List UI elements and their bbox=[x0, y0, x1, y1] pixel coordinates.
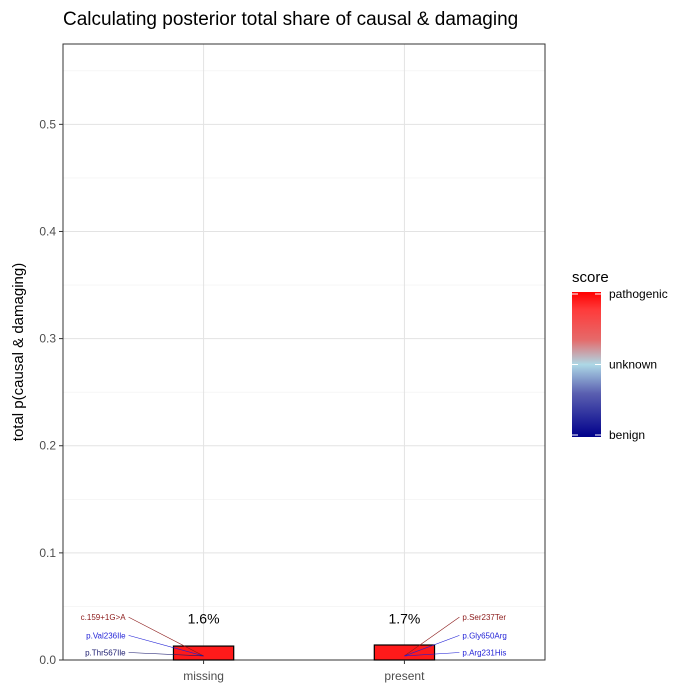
bars bbox=[172, 644, 436, 661]
grid bbox=[63, 44, 545, 661]
y-tick-label: 0.4 bbox=[39, 224, 56, 238]
variant-label: p.Ser237Ter bbox=[462, 613, 506, 622]
variant-leader-line bbox=[128, 616, 204, 657]
variant-annotations: c.159+1G>A p.Val236Ile p.Thr567Ile p.Ser237… bbox=[81, 613, 507, 657]
y-tick-label: 0.1 bbox=[39, 546, 56, 560]
legend: score pathogenic unknown benign bbox=[572, 269, 668, 442]
legend-label: benign bbox=[609, 428, 645, 442]
bar-value-label: 1.6% bbox=[188, 611, 220, 627]
variant-label: p.Arg231His bbox=[462, 649, 506, 658]
variant-leader-line bbox=[128, 652, 204, 657]
x-axis: missing present bbox=[183, 660, 425, 683]
y-tick-label: 0.3 bbox=[39, 332, 56, 346]
variant-leader-line bbox=[404, 652, 460, 657]
panel-border bbox=[62, 43, 546, 661]
variant-leader-line bbox=[404, 616, 460, 657]
variant-leader-line bbox=[404, 635, 460, 657]
variant-leader-line bbox=[128, 635, 204, 657]
bar-labels: 1.6% 1.7% bbox=[188, 611, 421, 627]
bar bbox=[373, 644, 436, 661]
variant-label: p.Val236Ile bbox=[86, 631, 126, 640]
legend-title: score bbox=[572, 269, 609, 286]
y-axis-label: total p(causal & damaging) bbox=[10, 263, 27, 441]
y-tick-label: 0.0 bbox=[39, 653, 56, 667]
y-tick-label: 0.2 bbox=[39, 439, 56, 453]
bar-value-label: 1.7% bbox=[388, 611, 420, 627]
y-axis: 0.0 0.1 0.2 0.3 0.4 0.5 bbox=[39, 117, 63, 667]
variant-label: p.Thr567Ile bbox=[85, 649, 126, 658]
variant-label: c.159+1G>A bbox=[81, 613, 127, 622]
y-tick-label: 0.5 bbox=[39, 117, 56, 131]
x-tick-label: missing bbox=[183, 669, 224, 683]
bar bbox=[172, 645, 235, 661]
legend-label: unknown bbox=[609, 358, 657, 372]
x-tick-label: present bbox=[384, 669, 425, 683]
legend-ticks: pathogenic unknown benign bbox=[572, 287, 668, 442]
chart-title: Calculating posterior total share of cau… bbox=[63, 9, 518, 30]
variant-label: p.Gly650Arg bbox=[462, 631, 506, 640]
legend-label: pathogenic bbox=[609, 287, 668, 301]
